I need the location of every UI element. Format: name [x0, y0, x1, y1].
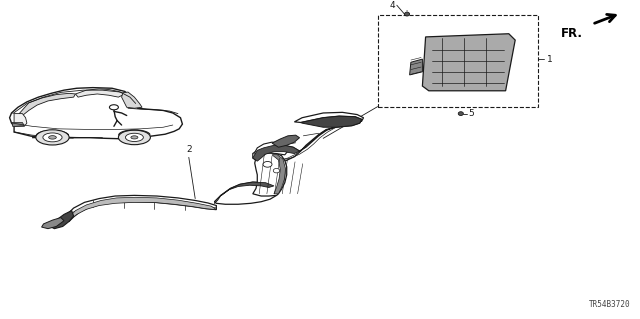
Polygon shape — [301, 116, 362, 127]
Polygon shape — [255, 142, 288, 158]
Polygon shape — [76, 89, 125, 97]
Polygon shape — [253, 112, 364, 163]
Polygon shape — [272, 135, 300, 147]
Polygon shape — [10, 88, 182, 139]
Text: 5: 5 — [468, 109, 474, 118]
Ellipse shape — [49, 136, 56, 139]
Polygon shape — [32, 130, 74, 138]
Ellipse shape — [263, 161, 272, 167]
Polygon shape — [42, 218, 64, 229]
Polygon shape — [69, 197, 216, 218]
Ellipse shape — [125, 133, 143, 142]
Ellipse shape — [36, 130, 69, 145]
Text: TR54B3720: TR54B3720 — [589, 300, 630, 309]
Ellipse shape — [43, 133, 62, 142]
Polygon shape — [12, 122, 24, 127]
Ellipse shape — [404, 12, 410, 16]
Bar — [378, 15, 538, 107]
Polygon shape — [214, 182, 278, 204]
Ellipse shape — [458, 112, 463, 115]
Polygon shape — [19, 93, 76, 115]
Ellipse shape — [118, 130, 150, 145]
Polygon shape — [221, 182, 274, 195]
Ellipse shape — [131, 136, 138, 139]
Ellipse shape — [273, 168, 280, 173]
Polygon shape — [410, 59, 422, 75]
Polygon shape — [253, 153, 287, 196]
Text: 3: 3 — [269, 166, 275, 175]
Text: 4: 4 — [390, 1, 396, 10]
Polygon shape — [122, 92, 142, 108]
Ellipse shape — [109, 105, 118, 110]
Text: FR.: FR. — [561, 27, 582, 40]
Polygon shape — [422, 34, 515, 91]
Text: 2: 2 — [186, 145, 191, 154]
Polygon shape — [14, 114, 27, 126]
Text: 1: 1 — [547, 55, 552, 63]
Polygon shape — [253, 145, 300, 161]
Polygon shape — [51, 211, 74, 229]
Polygon shape — [64, 195, 216, 221]
Polygon shape — [272, 154, 285, 194]
